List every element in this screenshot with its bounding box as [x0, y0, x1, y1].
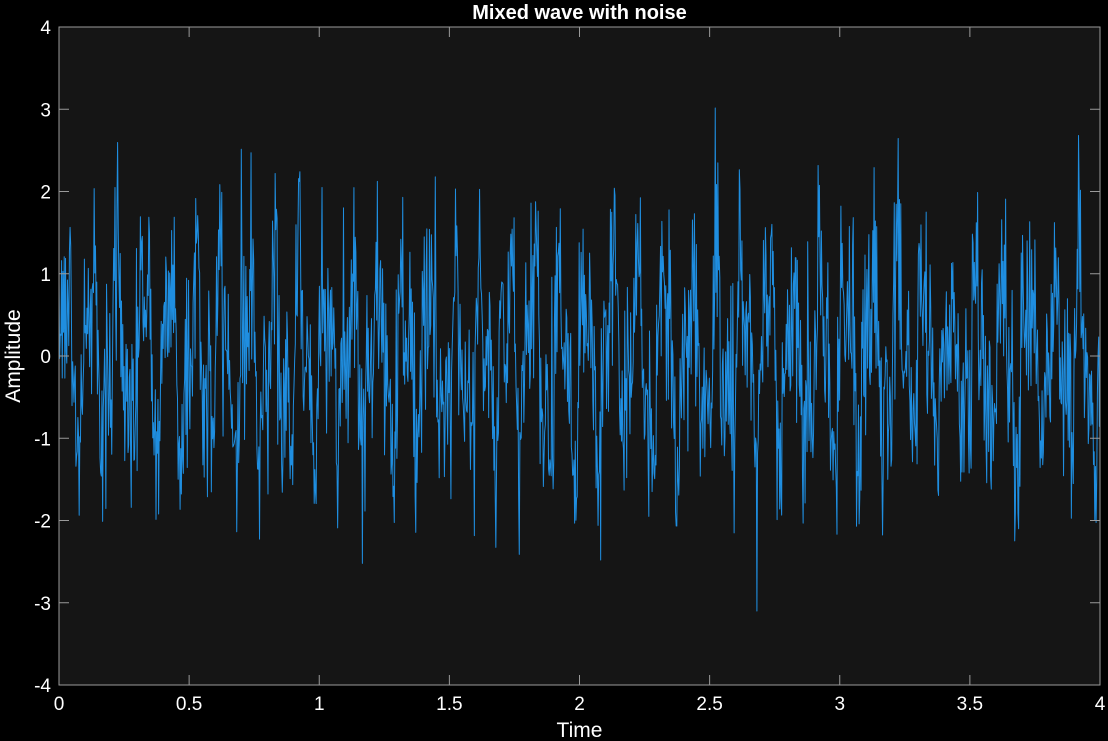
signal-group [58, 107, 1101, 612]
y-tick-label: 4 [40, 18, 51, 39]
tick-group: 0 0.5 1 1.5 2 2.5 3 3.5 4 -4 -3 -2 -1 0 1 2 3 4 [34, 18, 1106, 715]
x-tick-label: 0 [54, 694, 65, 715]
y-axis-label: Amplitude [2, 309, 25, 402]
chart-title: Mixed wave with noise [472, 2, 687, 24]
x-tick-label: 3 [834, 694, 845, 715]
y-tick-label: -1 [34, 429, 51, 450]
y-tick-label: 0 [40, 347, 51, 368]
signal-line [58, 107, 1101, 612]
y-tick-label: -4 [34, 676, 51, 697]
x-tick-label: 3.5 [957, 694, 983, 715]
x-tick-label: 0.5 [176, 694, 202, 715]
x-tick-label: 2.5 [696, 694, 722, 715]
y-tick-label: 3 [40, 100, 51, 121]
x-axis-label: Time [557, 719, 603, 741]
x-tick-label: 1 [314, 694, 325, 715]
y-tick-label: -2 [34, 512, 51, 533]
x-tick-label: 1.5 [436, 694, 462, 715]
x-tick-label: 2 [574, 694, 585, 715]
y-tick-label: 2 [40, 183, 51, 204]
y-tick-label: -3 [34, 594, 51, 615]
y-tick-label: 1 [40, 265, 51, 286]
x-tick-label: 4 [1095, 694, 1106, 715]
